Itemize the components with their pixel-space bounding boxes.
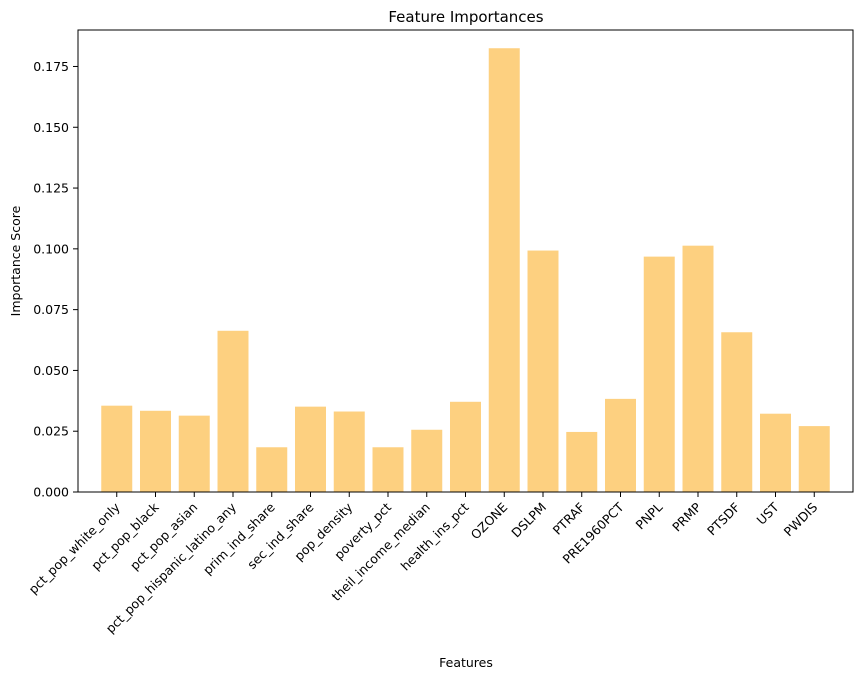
- y-tick-label: 0.050: [33, 363, 69, 378]
- bar-PNPL: [643, 256, 675, 492]
- bar-pct_pop_black: [140, 410, 171, 492]
- x-tick-label: pct_pop_asian: [127, 500, 201, 574]
- x-tick-label: DSLPM: [508, 500, 549, 541]
- x-tick-label: OZONE: [468, 499, 511, 542]
- bar-PWDIS: [798, 426, 830, 492]
- x-axis-label: Features: [439, 655, 493, 670]
- bars-group: [101, 48, 830, 492]
- chart-title: Feature Importances: [388, 8, 543, 26]
- bar-DSLPM: [527, 250, 559, 492]
- x-tick-label: pct_pop_black: [88, 499, 162, 573]
- bar-PRMP: [682, 245, 714, 492]
- y-axis-ticks: 0.000 0.025 0.050 0.075 0.100 0.125 0.150 0.175: [33, 59, 78, 500]
- bar-PRE1960PCT: [605, 398, 636, 492]
- y-tick-label: 0.000: [33, 485, 69, 500]
- y-tick-label: 0.125: [33, 181, 69, 196]
- y-axis-label: Importance Score: [8, 205, 23, 316]
- plot-frame: [77, 29, 854, 493]
- bar-OZONE: [488, 48, 520, 492]
- bar-pct_pop_asian: [178, 415, 210, 492]
- y-tick-label: 0.175: [33, 59, 69, 74]
- y-tick-label: 0.025: [33, 424, 69, 439]
- bar-pct_pop_hispanic_latino_any: [217, 330, 249, 492]
- bar-theil_income_median: [411, 429, 443, 492]
- x-tick-label: PNPL: [633, 499, 666, 532]
- x-tick-label: PTSDF: [704, 500, 743, 539]
- x-axis-ticks: pct_pop_white_onlypct_pop_blackpct_pop_a…: [26, 492, 821, 636]
- y-tick-label: 0.075: [33, 302, 69, 317]
- x-tick-label: PRMP: [669, 499, 704, 534]
- bar-PTSDF: [721, 332, 753, 492]
- y-tick-label: 0.150: [33, 120, 69, 135]
- x-tick-label: UST: [754, 499, 782, 527]
- x-tick-label: PWDIS: [781, 499, 821, 539]
- bar-poverty_pct: [372, 447, 404, 492]
- bar-health_ins_pct: [450, 401, 481, 492]
- bar-sec_ind_share: [295, 406, 326, 492]
- bar-PTRAF: [566, 431, 598, 492]
- bar-pct_pop_white_only: [101, 405, 133, 492]
- y-tick-label: 0.100: [33, 241, 69, 256]
- x-tick-label: health_ins_pct: [398, 499, 472, 573]
- x-tick-label: sec_ind_share: [244, 499, 317, 572]
- bar-prim_ind_share: [256, 447, 288, 492]
- bar-pop_density: [333, 411, 365, 492]
- bar-UST: [760, 413, 791, 492]
